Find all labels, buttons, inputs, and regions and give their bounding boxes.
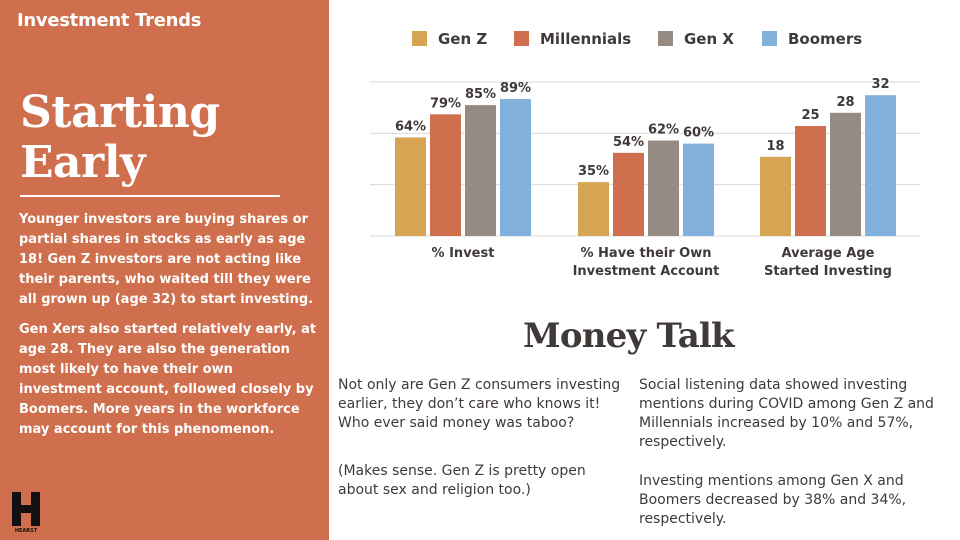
data-label-0-3: 89%	[500, 81, 531, 96]
money-talk-left-paragraph-1: Not only are Gen Z consumers investing e…	[338, 377, 621, 431]
data-label-0-1: 79%	[430, 96, 461, 111]
bar-0-3	[500, 98, 531, 236]
legend-swatch-0	[412, 31, 427, 46]
category-label-1-0: % Have their Own	[580, 246, 711, 261]
bar-0-1	[430, 114, 461, 236]
category-label-2-1: Started Investing	[764, 264, 892, 279]
section-label: Investment Trends	[17, 10, 202, 31]
bar-0-0	[395, 137, 426, 236]
data-label-1-0: 35%	[578, 164, 609, 179]
data-label-2-0: 18	[766, 139, 784, 154]
money-talk-right-paragraph-1: Social listening data showed investing m…	[639, 377, 934, 450]
data-label-0-2: 85%	[465, 87, 496, 102]
category-label-1-1: Investment Account	[573, 264, 720, 279]
bar-1-0	[578, 182, 609, 236]
money-talk-right-paragraph-2: Investing mentions among Gen X and Boome…	[639, 473, 907, 527]
data-label-1-3: 60%	[683, 126, 714, 141]
data-label-2-3: 32	[871, 77, 889, 92]
bar-1-1	[613, 152, 644, 236]
legend-swatch-3	[762, 31, 777, 46]
bar-2-0	[760, 156, 791, 236]
bar-1-2	[648, 140, 679, 236]
data-label-2-1: 25	[801, 108, 819, 123]
hearst-logo: HEARST	[12, 492, 40, 534]
bar-0-2	[465, 105, 496, 236]
money-talk-left-paragraph-2: (Makes sense. Gen Z is pretty open about…	[338, 463, 586, 498]
bar-1-3	[683, 143, 714, 236]
legend-swatch-2	[658, 31, 673, 46]
sidebar: Investment Trends Starting Early Younger…	[0, 0, 329, 540]
category-label-2-0: Average Age	[782, 246, 875, 261]
headline-divider	[20, 195, 280, 197]
sidebar-paragraph-1: Younger investors are buying shares or p…	[19, 212, 314, 307]
legend-label-0: Gen Z	[438, 30, 487, 48]
legend-label-1: Millennials	[540, 30, 631, 48]
sidebar-paragraph-2: Gen Xers also started relatively early, …	[19, 322, 317, 437]
bar-2-1	[795, 126, 826, 236]
money-talk-title: Money Talk	[523, 316, 735, 356]
bar-2-2	[830, 112, 861, 236]
legend-label-3: Boomers	[788, 30, 862, 48]
data-label-2-2: 28	[836, 95, 854, 110]
data-label-0-0: 64%	[395, 119, 426, 134]
investment-bar-chart: Gen Z Millennials Gen X Boomers 64% 79% 85% 89%…	[370, 30, 920, 279]
legend-swatch-1	[514, 31, 529, 46]
category-label-0-0: % Invest	[432, 246, 495, 261]
logo-text: HEARST	[15, 528, 38, 534]
data-label-1-1: 54%	[613, 135, 644, 150]
headline: Starting Early	[20, 87, 220, 188]
legend-label-2: Gen X	[684, 30, 734, 48]
bar-2-3	[865, 95, 896, 236]
data-label-1-2: 62%	[648, 123, 679, 138]
